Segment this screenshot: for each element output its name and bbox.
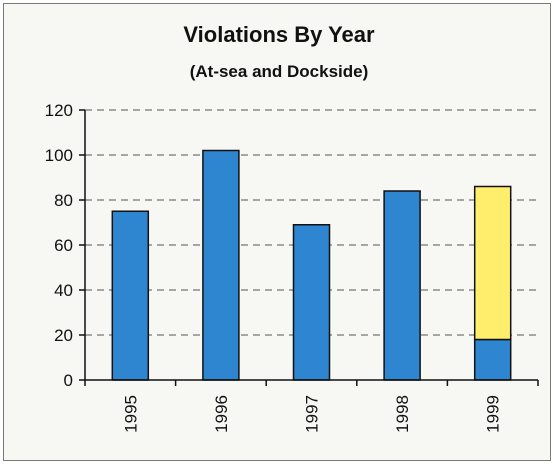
bar-1999-segment-2	[473, 185, 512, 341]
chart-title: Violations By Year	[183, 22, 375, 47]
x-tick-label: 1997	[303, 395, 322, 433]
y-tick-label: 20	[54, 326, 73, 345]
gridlines	[85, 109, 538, 336]
y-tick-label: 80	[54, 191, 73, 210]
chart-frame	[3, 3, 551, 461]
bar-1998-segment-1	[383, 190, 421, 381]
bar-1999-segment-1	[473, 338, 512, 381]
y-tick-label: 60	[54, 236, 73, 255]
x-tick-label: 1996	[212, 395, 231, 433]
y-tick-labels: 0 20 40 60 80 100 120	[45, 101, 73, 390]
bars	[111, 149, 512, 381]
y-tick-label: 100	[45, 146, 73, 165]
bar-1997-segment-1	[292, 224, 331, 381]
x-tick-label: 1999	[484, 395, 503, 433]
x-tick-label: 1998	[393, 395, 412, 433]
chart-subtitle: (At-sea and Dockside)	[189, 62, 369, 81]
x-tick-labels: 1995 1996 1997 1998 1999	[121, 395, 502, 433]
bar-1995-segment-1	[111, 210, 150, 381]
x-tick-label: 1995	[121, 395, 140, 433]
y-tick-label: 40	[54, 281, 73, 300]
y-tick-label: 120	[45, 101, 73, 120]
y-tick-label: 0	[64, 371, 73, 390]
bar-1996-segment-1	[202, 149, 240, 381]
axes	[79, 109, 539, 386]
